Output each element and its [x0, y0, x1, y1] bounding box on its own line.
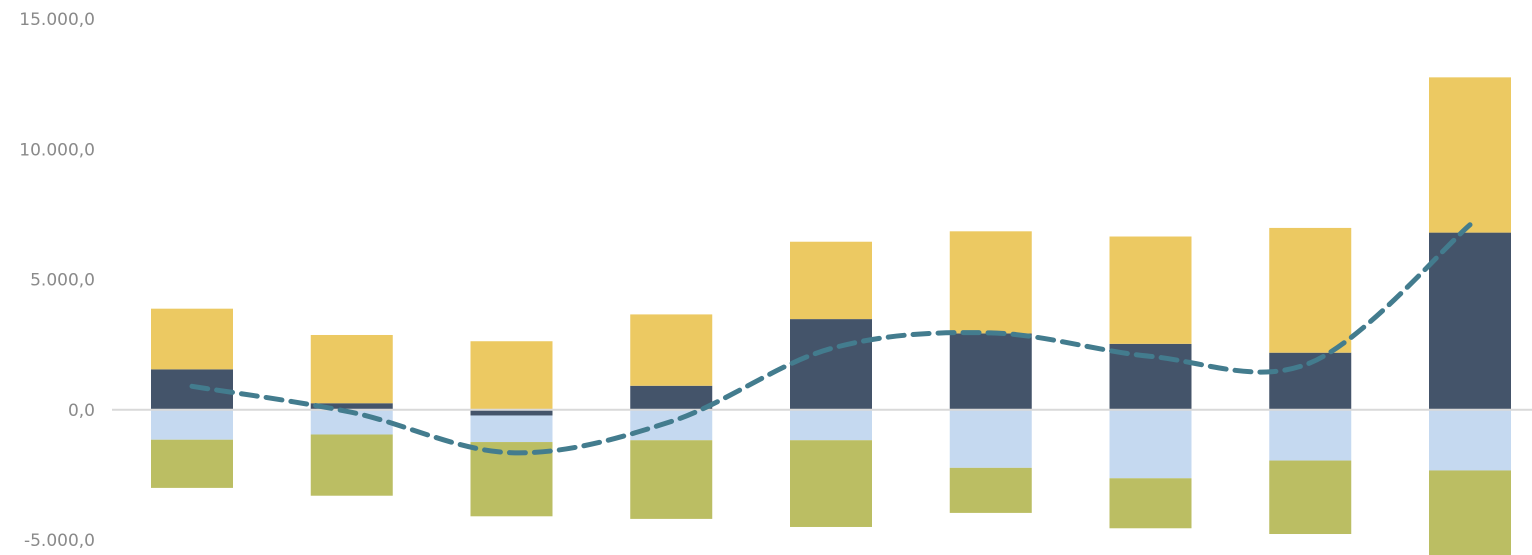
bar-segment: [630, 409, 713, 441]
bar-segment: [949, 333, 1032, 410]
bar-segment: [1109, 478, 1192, 529]
bar-segment: [1269, 460, 1352, 535]
bar-segment: [630, 440, 713, 519]
bar-segment: [470, 415, 553, 443]
bar-segment: [790, 319, 872, 410]
bar-segment: [1429, 409, 1511, 471]
y-tick-label: 15.000,0: [19, 10, 95, 30]
bar-segment: [470, 409, 553, 416]
bar-segment: [470, 341, 553, 410]
bar-segment: [1429, 77, 1511, 233]
bar-segment: [310, 334, 393, 404]
bar-segment: [1109, 236, 1192, 344]
y-tick-label: -5.000,0: [24, 531, 95, 551]
bar-segment: [310, 403, 393, 410]
bar-segment: [151, 409, 233, 440]
y-tick-label: 5.000,0: [30, 271, 95, 291]
bar-segment: [151, 439, 233, 488]
y-axis-ticks: -5.000,0 0,0 5.000,0 10.000,0 15.000,0: [19, 10, 95, 551]
bar-segment: [630, 314, 713, 386]
bar-segment: [949, 231, 1032, 334]
bar-segment: [1269, 227, 1352, 353]
bar-segment: [151, 308, 233, 370]
bar-segment: [1269, 409, 1352, 461]
bar-segment: [1109, 409, 1192, 479]
bar-segment: [630, 385, 713, 410]
bar-segment: [949, 409, 1032, 468]
y-tick-label: 0,0: [68, 401, 95, 421]
bar-segment: [1429, 470, 1511, 555]
bar-segment: [790, 241, 872, 320]
bar-segment: [790, 440, 872, 527]
bar-segment: [790, 409, 872, 441]
bars-layer: [151, 77, 1511, 555]
trend-line: [189, 222, 1473, 456]
bar-segment: [1429, 232, 1511, 410]
bar-segment: [949, 467, 1032, 513]
y-tick-label: 10.000,0: [19, 140, 95, 160]
bar-segment: [310, 434, 393, 496]
